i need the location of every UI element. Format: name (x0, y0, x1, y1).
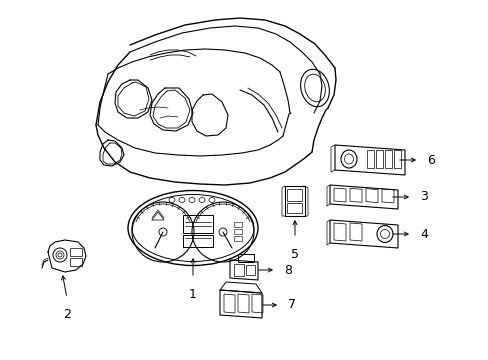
Bar (286, 189, 302, 201)
Bar (70, 248, 82, 256)
Text: 4: 4 (419, 228, 427, 240)
Text: 5: 5 (290, 248, 298, 261)
Bar (70, 258, 82, 266)
Bar (286, 203, 302, 213)
Bar (183, 215, 213, 233)
Text: 8: 8 (284, 264, 291, 276)
Bar (234, 264, 244, 276)
Text: 6: 6 (426, 153, 434, 166)
Bar (375, 150, 382, 168)
Bar (285, 186, 305, 216)
Bar (234, 222, 242, 227)
Text: 1: 1 (189, 288, 197, 301)
Bar (238, 254, 253, 262)
Bar (366, 150, 373, 168)
Bar (245, 265, 254, 275)
Bar (183, 235, 213, 247)
Text: 7: 7 (287, 298, 295, 311)
Bar (384, 150, 391, 168)
Bar (393, 150, 400, 168)
Text: 2: 2 (63, 308, 71, 321)
Text: 3: 3 (419, 190, 427, 203)
Bar (234, 236, 242, 241)
Bar (234, 229, 242, 234)
